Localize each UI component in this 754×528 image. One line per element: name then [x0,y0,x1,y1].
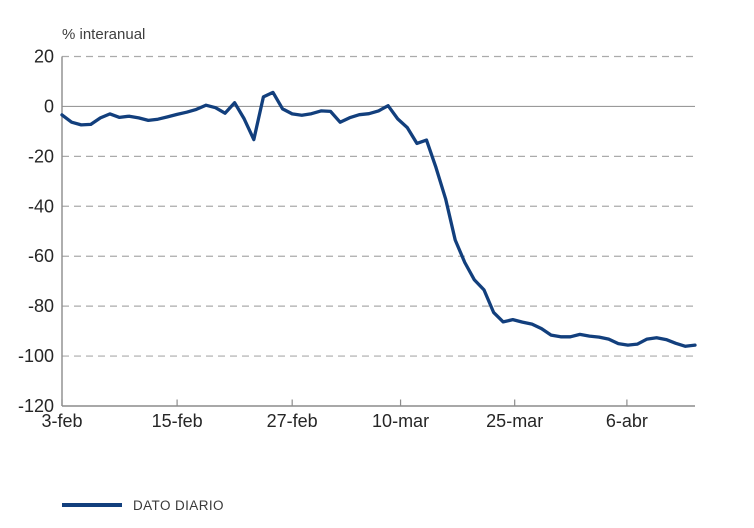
legend: DATO DIARIO [62,497,224,513]
y-tick-label: -100 [18,346,54,366]
legend-line-swatch [62,503,122,507]
y-tick-label: -80 [28,296,54,316]
y-tick-label: -120 [18,396,54,416]
x-tick-label: 27-feb [267,411,318,431]
x-tick-label: 6-abr [606,411,648,431]
legend-label: DATO DIARIO [133,497,224,513]
x-tick-label: 10-mar [372,411,429,431]
y-tick-label: 20 [34,47,54,67]
y-tick-label: -20 [28,146,54,166]
y-tick-label: -40 [28,196,54,216]
x-tick-label: 15-feb [152,411,203,431]
chart-y-axis-title: % interanual [62,26,146,43]
x-tick-label: 3-feb [41,411,82,431]
data-series-line [60,90,697,348]
y-tick-label: -60 [28,246,54,266]
x-tick-label: 25-mar [486,411,543,431]
y-tick-label: 0 [44,96,54,116]
